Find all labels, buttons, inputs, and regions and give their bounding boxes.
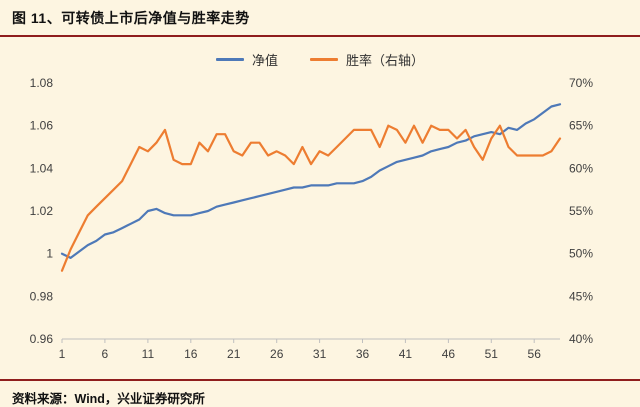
svg-text:21: 21: [227, 347, 241, 361]
legend-item-winrate[interactable]: 胜率（右轴）: [310, 50, 424, 69]
line-chart: 0.96 0.98 1 1.02 1.04 1.06 1.08 40% 45% 50% 55% 60%…: [30, 76, 594, 361]
svg-text:31: 31: [313, 347, 327, 361]
svg-text:1: 1: [46, 247, 53, 261]
svg-text:40%: 40%: [569, 332, 593, 346]
netvalue-line-swatch: [215, 58, 244, 61]
svg-text:70%: 70%: [569, 76, 593, 90]
figure-header: 图 11、可转债上市后净值与胜率走势: [0, 0, 640, 37]
winrate-line-swatch: [310, 58, 338, 61]
svg-text:65%: 65%: [569, 119, 593, 133]
figure-title: 图 11、可转债上市后净值与胜率走势: [12, 10, 250, 26]
svg-text:1.08: 1.08: [30, 76, 54, 90]
svg-text:0.96: 0.96: [30, 332, 54, 346]
legend-item-netvalue[interactable]: 净值: [215, 50, 278, 69]
svg-text:1.02: 1.02: [30, 204, 54, 218]
legend-label-netvalue: 净值: [251, 53, 278, 68]
svg-text:60%: 60%: [569, 161, 593, 175]
svg-text:46: 46: [442, 347, 456, 361]
svg-text:55%: 55%: [569, 204, 593, 218]
svg-text:6: 6: [102, 347, 109, 361]
svg-text:1.06: 1.06: [30, 119, 54, 133]
legend-label-winrate: 胜率（右轴）: [346, 53, 425, 68]
svg-text:51: 51: [485, 347, 499, 361]
svg-text:45%: 45%: [569, 289, 593, 303]
svg-text:26: 26: [270, 347, 284, 361]
svg-text:0.98: 0.98: [30, 289, 54, 303]
svg-text:1: 1: [59, 347, 66, 361]
source-text: 资料来源：Wind，兴业证券研究所: [12, 392, 205, 406]
source-note: 资料来源：Wind，兴业证券研究所: [0, 379, 640, 407]
svg-text:11: 11: [142, 347, 155, 361]
svg-text:36: 36: [356, 347, 370, 361]
svg-text:1.04: 1.04: [30, 161, 54, 175]
svg-text:16: 16: [184, 347, 198, 361]
chart-legend: 净值 胜率（右轴）: [0, 37, 640, 69]
svg-text:56: 56: [528, 347, 542, 361]
svg-text:41: 41: [399, 347, 413, 361]
svg-text:50%: 50%: [569, 247, 593, 261]
